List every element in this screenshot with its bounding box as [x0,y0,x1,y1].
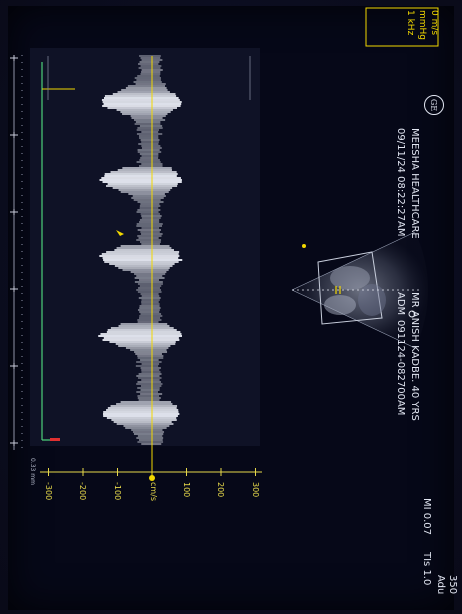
time-markers [10,55,18,446]
color-box [317,251,383,325]
sector-image [291,231,429,349]
mi-indicator: MI 0.07 [421,498,432,536]
time-marker [10,209,18,215]
sweep-label: 0.33 mm [29,458,36,485]
baseline-end-marker [149,475,155,481]
velocity-tick-label: -200 [78,482,87,501]
adm-label: ADM [395,292,406,316]
readout-line-1: 0 m/s [429,10,439,36]
velocity-tick-label: -100 [112,482,122,501]
probe-orientation-marker [302,244,306,248]
time-marker [10,132,18,138]
readout-line-2: mmHg [417,10,427,41]
doppler-spectrum [98,55,183,445]
time-marker [10,363,18,369]
readout-line-3: 1 kHz [405,10,415,36]
ge-logo: GE [424,95,444,115]
velocity-tick-label: 300 [250,482,260,498]
cursor-arrow-icon [116,230,124,236]
depth-marker [408,310,416,318]
velocity-ticks [48,468,256,476]
velocity-tick-label: 100 [181,482,191,498]
time-marker [10,440,18,446]
adm-value: 091124-082700AM [395,320,406,416]
velocity-unit: cm/s [149,482,158,502]
tis-indicator: TIs 1.0 [421,552,432,586]
velocity-tick-label: -300 [43,482,53,501]
edge-value-top: 350 [447,575,458,595]
patient-name: MR ANISH KADBE. 40 YRS [409,292,420,421]
velocity-tick-label: 200 [216,482,225,498]
top-right-box [365,7,439,47]
edge-value-bottom: Adu [435,575,446,595]
institution-name: MEESHA HEALTHCARE [409,128,420,239]
time-marker [10,286,18,292]
time-marker [10,55,18,61]
scan-timestamp: 09/11/24 08:22:27AM [395,128,406,237]
ecg-end-marker [50,438,60,441]
